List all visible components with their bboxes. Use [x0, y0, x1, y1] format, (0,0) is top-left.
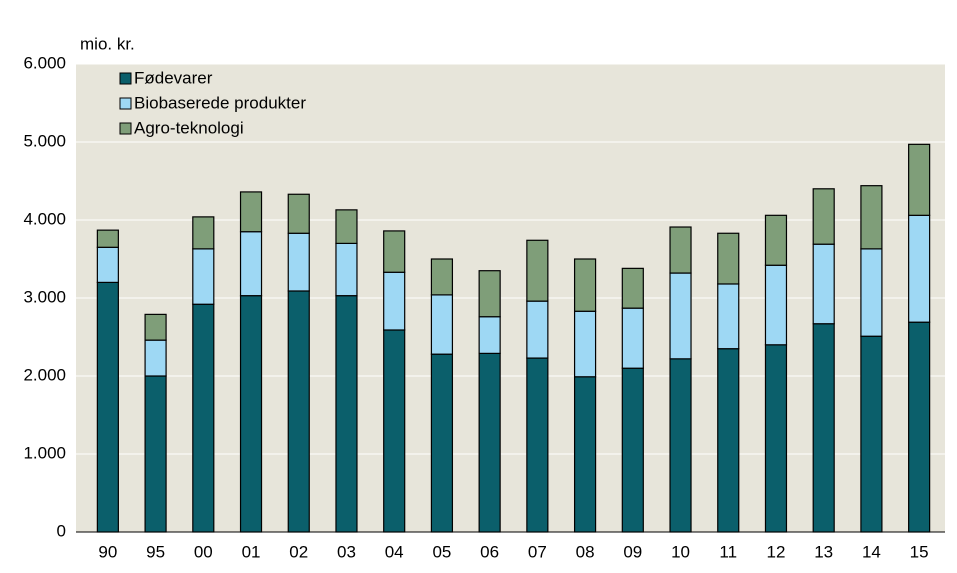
bar-segment: [526, 357, 549, 533]
y-axis-label: mio. kr.: [80, 34, 135, 53]
bar-segment: [430, 294, 454, 355]
x-tick-label: 04: [385, 542, 404, 561]
x-tick-label: 09: [623, 542, 642, 561]
bar-segment: [335, 242, 358, 297]
x-tick-label: 15: [910, 542, 929, 561]
bar-segment: [96, 281, 119, 533]
bar-segment: [669, 226, 692, 274]
bar-segment: [908, 214, 931, 323]
bar-segment: [96, 229, 119, 248]
legend-label: Agro-teknologi: [134, 118, 244, 137]
bar-segment: [239, 231, 263, 297]
legend-swatch: [119, 72, 132, 85]
bar-segment: [383, 271, 406, 331]
bar-segment: [764, 344, 788, 533]
bar-segment: [287, 193, 310, 234]
bar-segment: [717, 232, 740, 285]
bar-segment: [812, 323, 835, 533]
bar-segment: [717, 348, 740, 533]
bar-segment: [144, 313, 167, 341]
bar-segment: [669, 272, 692, 360]
x-tick-label: 10: [671, 542, 690, 561]
bar-segment: [144, 375, 167, 533]
x-tick-label: 01: [242, 542, 261, 561]
bar-segment: [192, 248, 215, 305]
bar-segment: [239, 295, 263, 533]
bar-segment: [764, 214, 788, 266]
bar-segment: [335, 295, 358, 533]
x-tick-label: 12: [767, 542, 786, 561]
x-tick-label: 13: [814, 542, 833, 561]
bar-segment: [383, 230, 406, 273]
legend-label: Fødevarer: [134, 68, 213, 87]
y-tick-label: 2.000: [23, 365, 66, 384]
y-tick-label: 3.000: [23, 287, 66, 306]
legend-swatch: [119, 97, 132, 110]
x-tick-label: 90: [98, 542, 117, 561]
x-tick-label: 14: [862, 542, 881, 561]
bar-segment: [860, 335, 883, 533]
bar-segment: [621, 367, 644, 533]
x-tick-label: 02: [289, 542, 308, 561]
bar-segment: [287, 290, 310, 533]
x-tick-label: 05: [432, 542, 451, 561]
bar-segment: [478, 316, 501, 354]
legend-label: Biobaserede produkter: [134, 93, 306, 112]
bar-segment: [239, 191, 263, 233]
y-tick-label: 6.000: [23, 53, 66, 72]
legend-swatch: [119, 122, 132, 135]
x-tick-label: 07: [528, 542, 547, 561]
bar-segment: [573, 310, 597, 378]
bar-segment: [383, 329, 406, 533]
bar-segment: [860, 248, 883, 337]
bar-segment: [430, 353, 454, 533]
bar-segment: [908, 143, 931, 216]
y-tick-label: 4.000: [23, 209, 66, 228]
bar-segment: [144, 339, 167, 377]
x-tick-label: 00: [194, 542, 213, 561]
bar-segment: [621, 307, 644, 369]
bar-segment: [860, 185, 883, 250]
x-tick-label: 11: [719, 542, 737, 561]
bar-segment: [764, 264, 788, 346]
bar-segment: [717, 283, 740, 350]
bar-segment: [526, 300, 549, 359]
bar-segment: [526, 239, 549, 302]
bar-segment: [96, 246, 119, 284]
bar-segment: [812, 188, 835, 245]
bar-segment: [430, 258, 454, 296]
x-tick-label: 08: [576, 542, 595, 561]
bar-segment: [287, 232, 310, 292]
bar-segment: [621, 267, 644, 309]
bar-segment: [573, 258, 597, 312]
bar-segment: [669, 358, 692, 533]
bar-segment: [478, 270, 501, 318]
bar-segment: [478, 352, 501, 533]
bar-segment: [335, 209, 358, 245]
bar-segment: [192, 303, 215, 533]
y-tick-label: 0: [57, 521, 66, 540]
x-tick-label: 06: [480, 542, 499, 561]
y-tick-label: 1.000: [23, 443, 66, 462]
bar-segment: [192, 216, 215, 250]
bar-segment: [908, 321, 931, 533]
x-tick-label: 95: [146, 542, 165, 561]
y-tick-label: 5.000: [23, 131, 66, 150]
bar-segment: [812, 243, 835, 325]
x-tick-label: 03: [337, 542, 356, 561]
bar-segment: [573, 376, 597, 533]
